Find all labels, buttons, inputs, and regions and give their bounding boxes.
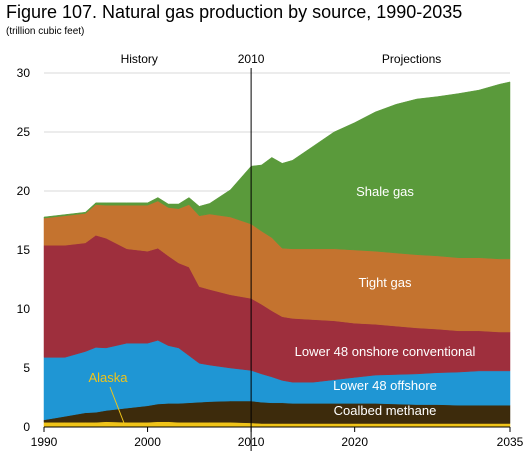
history-label: History [121, 52, 158, 66]
series-labels: Shale gas Tight gas Lower 48 onshore con… [88, 184, 476, 424]
y-tick-label: 30 [17, 66, 31, 80]
y-tick-label: 20 [17, 184, 31, 198]
y-tick-label: 10 [17, 302, 31, 316]
label-shale-gas: Shale gas [356, 184, 414, 199]
y-tick-label: 0 [23, 420, 30, 434]
y-tick-label: 5 [23, 361, 30, 375]
divider-year-label: 2010 [238, 52, 265, 66]
stacked-areas [43, 81, 511, 428]
label-alaska: Alaska [88, 370, 128, 385]
chart-title: Figure 107. Natural gas production by so… [6, 2, 463, 22]
x-tick-label: 2000 [134, 435, 161, 449]
label-onshore-conventional: Lower 48 onshore conventional [295, 344, 476, 359]
area-shale-gas [43, 81, 511, 260]
label-tight-gas: Tight gas [359, 275, 412, 290]
y-tick-label: 25 [17, 125, 31, 139]
label-coalbed-methane: Coalbed methane [334, 403, 437, 418]
projections-label: Projections [382, 52, 441, 66]
chart-subtitle: (trillion cubic feet) [6, 26, 85, 37]
x-tick-label: 1990 [31, 435, 58, 449]
y-tick-label: 15 [17, 243, 31, 257]
alaska-leader-line [109, 386, 125, 424]
x-tick-label: 2035 [497, 435, 523, 449]
label-offshore: Lower 48 offshore [333, 378, 437, 393]
annotations: History 2010 Projections [121, 52, 441, 451]
x-tick-label: 2020 [341, 435, 368, 449]
